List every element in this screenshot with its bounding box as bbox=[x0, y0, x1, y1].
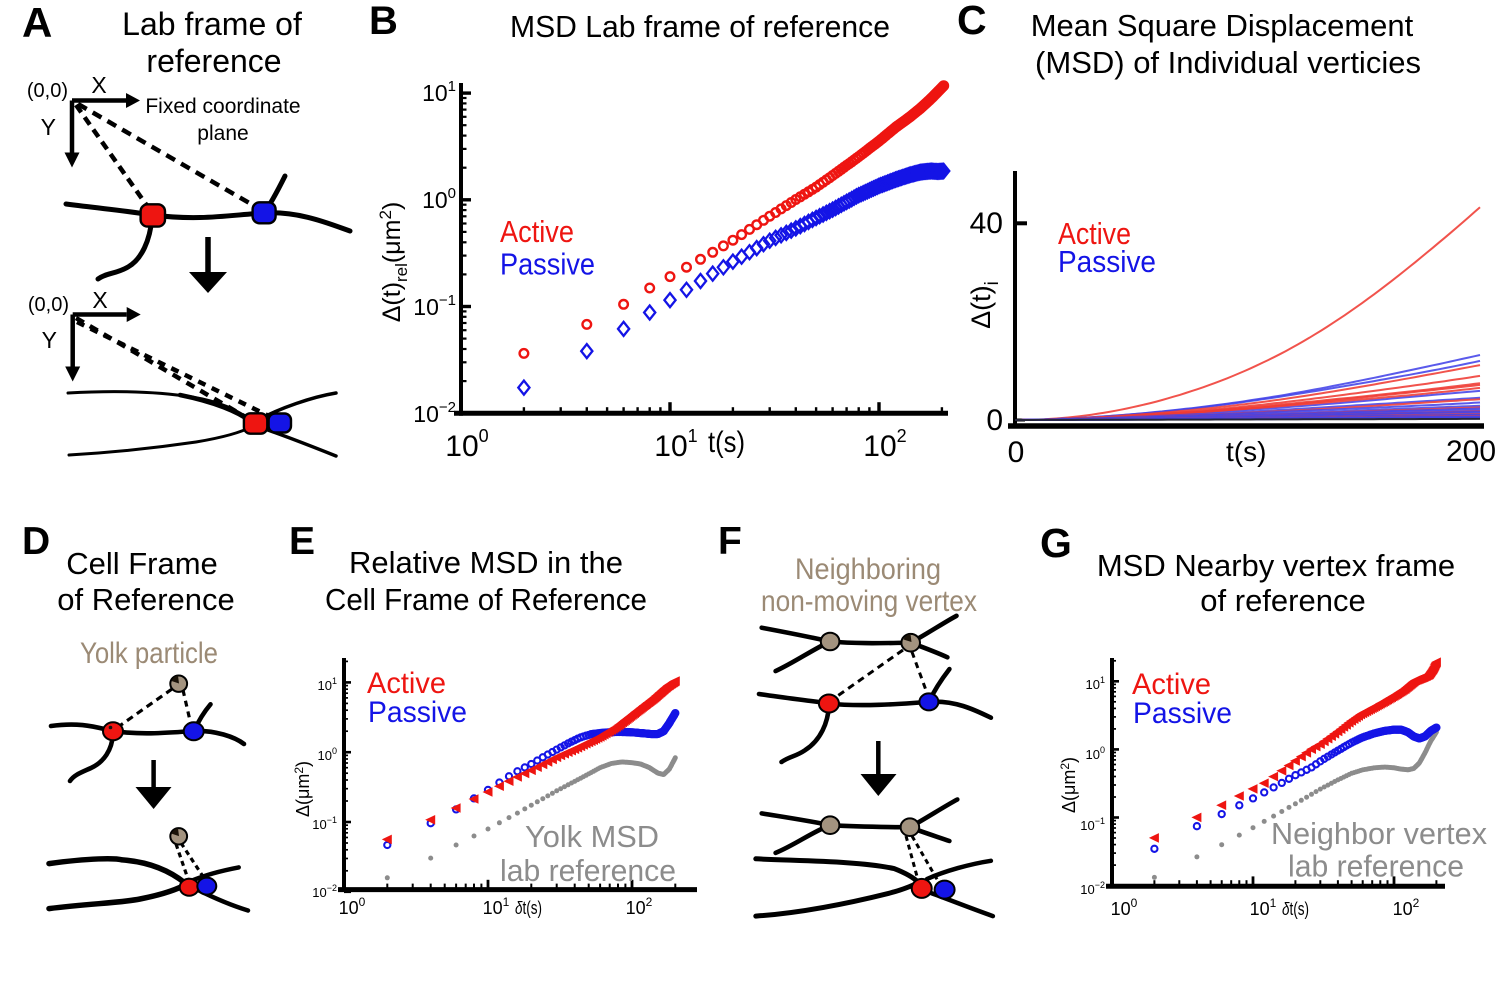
svg-text:non-moving vertex: non-moving vertex bbox=[761, 585, 977, 618]
svg-text:Lab frame of: Lab frame of bbox=[122, 6, 302, 42]
svg-text:MSD Nearby vertex frame: MSD Nearby vertex frame bbox=[1097, 548, 1455, 583]
svg-text:E: E bbox=[289, 520, 315, 563]
svg-text:Mean Square Displacement: Mean Square Displacement bbox=[1031, 8, 1414, 43]
svg-text:(MSD) of Individual verticies: (MSD) of Individual verticies bbox=[1035, 45, 1421, 80]
svg-text:(0,0): (0,0) bbox=[27, 80, 68, 102]
svg-text:t(s): t(s) bbox=[1226, 436, 1266, 467]
svg-text:Y: Y bbox=[41, 114, 56, 140]
svg-text:δt(s): δt(s) bbox=[1282, 899, 1309, 919]
svg-text:Active: Active bbox=[367, 667, 446, 700]
svg-text:B: B bbox=[369, 0, 398, 43]
svg-text:X: X bbox=[92, 287, 107, 313]
svg-text:G: G bbox=[1040, 520, 1072, 566]
svg-text:102: 102 bbox=[863, 426, 906, 463]
svg-text:Fixed coordinate: Fixed coordinate bbox=[145, 95, 300, 118]
svg-text:Neighboring: Neighboring bbox=[795, 553, 941, 586]
svg-text:Neighbor vertex: Neighbor vertex bbox=[1271, 816, 1487, 851]
svg-text:Yolk MSD: Yolk MSD bbox=[525, 819, 659, 854]
svg-text:A: A bbox=[22, 0, 52, 46]
svg-text:Δ(μm2): Δ(μm2) bbox=[292, 761, 313, 817]
svg-text:Passive: Passive bbox=[1058, 244, 1156, 279]
svg-text:Active: Active bbox=[1058, 216, 1131, 251]
svg-text:Yolk particle: Yolk particle bbox=[80, 637, 218, 670]
svg-text:Passive: Passive bbox=[500, 247, 595, 282]
svg-text:0: 0 bbox=[986, 404, 1003, 437]
svg-text:F: F bbox=[718, 520, 742, 563]
svg-text:lab reference: lab reference bbox=[1288, 849, 1464, 884]
svg-text:of Reference: of Reference bbox=[57, 582, 235, 617]
svg-text:(0,0): (0,0) bbox=[28, 294, 69, 316]
svg-text:200: 200 bbox=[1446, 435, 1496, 468]
svg-text:X: X bbox=[91, 72, 106, 98]
svg-text:plane: plane bbox=[197, 122, 248, 145]
svg-text:Active: Active bbox=[1132, 668, 1211, 701]
svg-text:reference: reference bbox=[146, 43, 281, 79]
svg-text:lab reference: lab reference bbox=[500, 853, 676, 888]
svg-text:0: 0 bbox=[1008, 436, 1025, 469]
svg-text:Cell Frame: Cell Frame bbox=[66, 546, 218, 581]
svg-text:Δ(t)rel(μm2): Δ(t)rel(μm2) bbox=[376, 202, 411, 323]
svg-text:MSD Lab frame of reference: MSD Lab frame of reference bbox=[510, 9, 890, 44]
svg-text:of reference: of reference bbox=[1200, 583, 1365, 618]
svg-text:Passive: Passive bbox=[1133, 697, 1232, 730]
svg-text:40: 40 bbox=[970, 207, 1003, 240]
svg-text:Passive: Passive bbox=[368, 696, 467, 729]
svg-text:Cell Frame of Reference: Cell Frame of Reference bbox=[325, 582, 647, 617]
svg-text:D: D bbox=[22, 520, 50, 563]
svg-text:Δ(μm2): Δ(μm2) bbox=[1058, 757, 1079, 813]
svg-text:100: 100 bbox=[422, 185, 456, 213]
svg-text:t(s): t(s) bbox=[708, 426, 745, 459]
svg-text:δt(s): δt(s) bbox=[515, 898, 542, 918]
svg-text:Y: Y bbox=[42, 327, 57, 353]
svg-text:Active: Active bbox=[500, 214, 574, 249]
svg-text:C: C bbox=[957, 0, 987, 43]
svg-text:Relative MSD in the: Relative MSD in the bbox=[349, 545, 623, 580]
